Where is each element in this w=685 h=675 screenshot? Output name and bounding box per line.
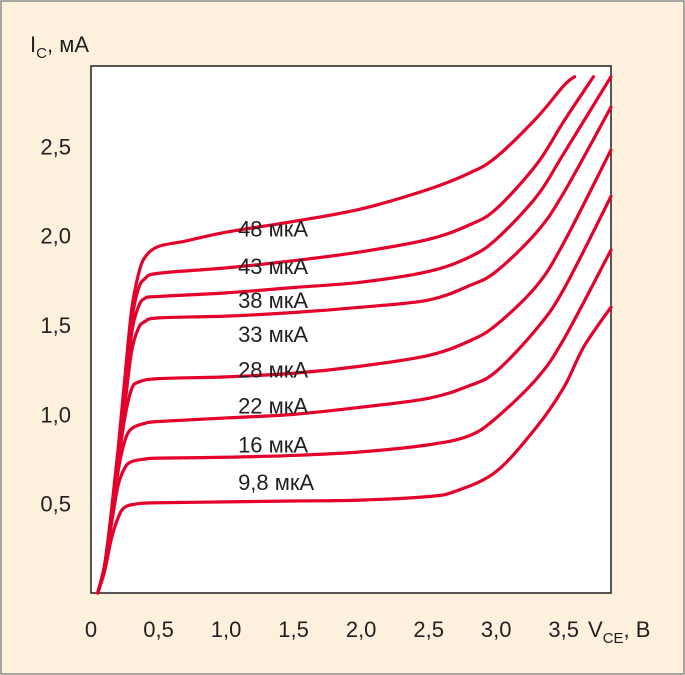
x-tick-label-7: 3,5 (548, 617, 579, 642)
x-tick-label-4: 2,0 (346, 617, 377, 642)
plot-area (90, 65, 612, 594)
curve-label-4: 33 мкА (238, 322, 308, 347)
curve-label-2: 22 мкА (238, 393, 308, 418)
curve-label-7: 48 мкА (238, 217, 308, 242)
x-tick-label-6: 3,0 (481, 617, 512, 642)
curves-group (96, 75, 613, 595)
y-tick-label-0: 0,5 (40, 492, 71, 517)
x-axis-title-sub: CE (603, 630, 624, 647)
curve-label-6: 43 мкА (238, 254, 308, 279)
curve-label-0: 9,8 мкА (238, 470, 314, 495)
y-axis-title: IC, мА (30, 32, 89, 62)
x-axis-title-unit: , В (624, 617, 651, 642)
y-tick-label-1: 1,0 (40, 402, 71, 427)
y-tick-label-3: 2,0 (40, 224, 71, 249)
x-tick-label-0: 0 (85, 617, 97, 642)
curve-label-3: 28 мкА (238, 358, 308, 383)
curve-labels-group: 9,8 мкА 16 мкА 22 мкА 28 мкА 33 мкА 38 мкА 43 … (238, 217, 314, 496)
curve-line-7 (96, 75, 577, 595)
curve-line-1 (96, 248, 613, 595)
y-tick-label-4: 2,5 (40, 134, 71, 159)
x-tick-label-1: 0,5 (143, 617, 174, 642)
y-tick-labels: 0,5 1,0 1,5 2,0 2,5 (40, 134, 71, 516)
x-axis-title: VCE, В (588, 617, 650, 647)
y-axis-title-unit: , мА (47, 32, 89, 57)
y-axis-title-sub: C (36, 45, 47, 62)
x-tick-labels: 0 0,5 1,0 1,5 2,0 2,5 3,0 3,5 (85, 617, 579, 642)
y-tick-label-2: 1,5 (40, 313, 71, 338)
curve-line-0 (96, 305, 613, 595)
x-axis-title-main: V (588, 617, 603, 642)
y-axis-title-main: I (30, 32, 36, 57)
x-tick-label-3: 1,5 (278, 617, 309, 642)
x-tick-label-2: 1,0 (211, 617, 242, 642)
curve-label-5: 38 мкА (238, 288, 308, 313)
curve-label-1: 16 мкА (238, 433, 308, 458)
x-tick-label-5: 2,5 (413, 617, 444, 642)
